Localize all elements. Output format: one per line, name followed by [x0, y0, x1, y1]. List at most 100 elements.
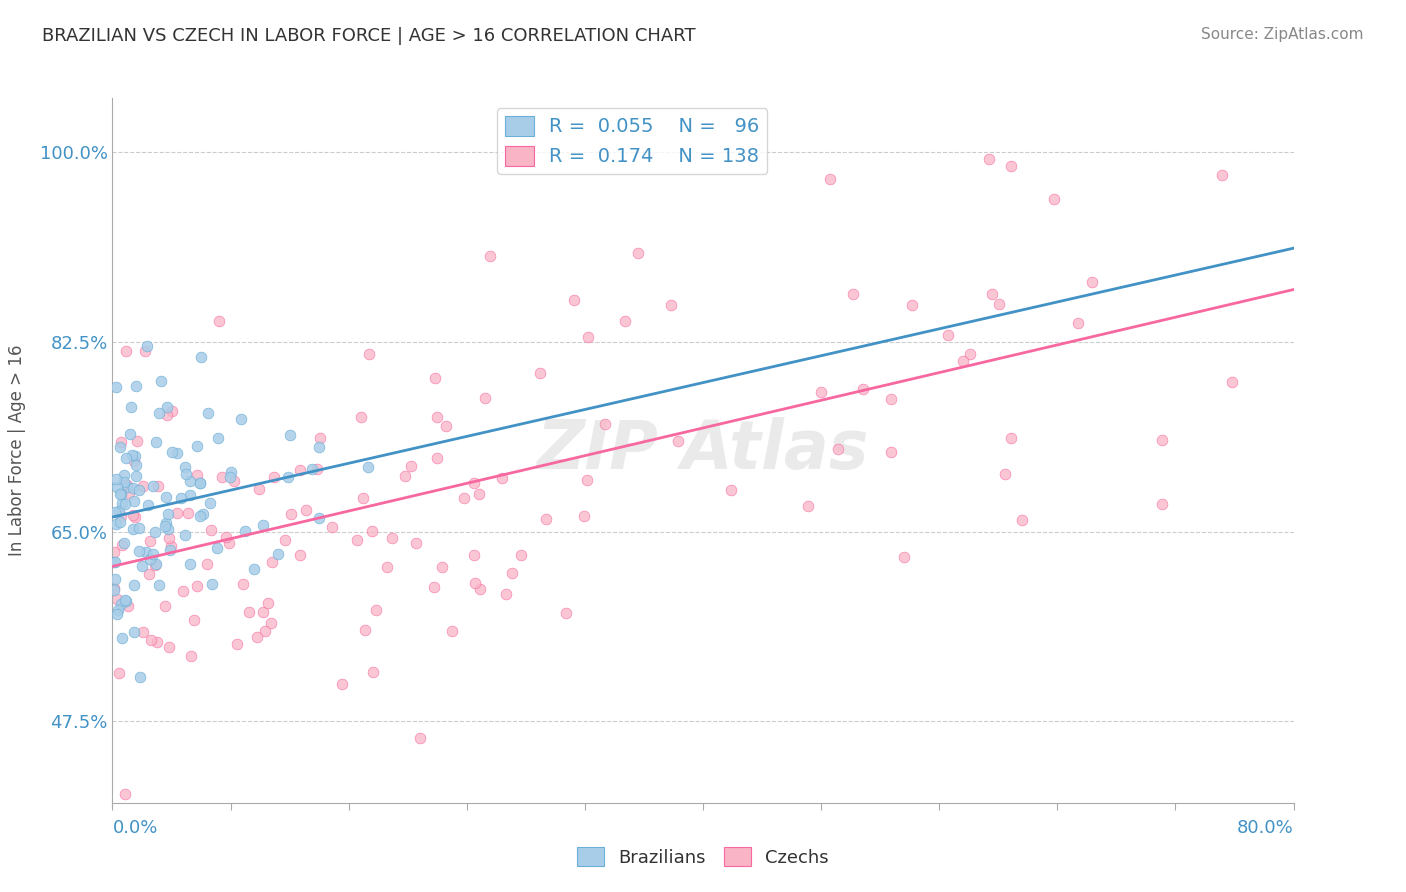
Point: [139, 552, 162, 566]
Point: [186, 439, 208, 453]
Point: [901, 297, 924, 311]
Point: [111, 538, 134, 552]
Point: [124, 578, 146, 592]
Point: [426, 410, 449, 425]
Point: [160, 539, 183, 553]
Point: [166, 506, 188, 520]
Point: [186, 467, 208, 482]
Point: [132, 624, 155, 639]
Point: [796, 499, 818, 513]
Point: [491, 471, 513, 485]
Point: [135, 545, 157, 559]
Point: [108, 515, 131, 529]
Point: [399, 459, 422, 474]
Point: [111, 631, 134, 645]
Point: [280, 507, 302, 521]
Point: [125, 458, 148, 472]
Point: [129, 670, 152, 684]
Point: [361, 524, 384, 539]
Point: [235, 524, 257, 538]
Point: [110, 597, 132, 611]
Point: [188, 508, 211, 523]
Point: [104, 572, 127, 586]
Point: [576, 329, 599, 343]
Point: [394, 469, 416, 483]
Point: [354, 623, 377, 637]
Point: [219, 470, 242, 484]
Point: [321, 520, 343, 534]
Point: [200, 524, 222, 538]
Point: [893, 549, 915, 564]
Point: [105, 472, 128, 486]
Point: [128, 544, 150, 558]
Point: [423, 580, 446, 594]
Point: [124, 449, 146, 463]
Y-axis label: In Labor Force | Age > 16: In Labor Force | Age > 16: [7, 344, 25, 557]
Point: [501, 566, 523, 581]
Point: [349, 409, 371, 424]
Point: [295, 503, 318, 517]
Point: [1081, 275, 1104, 289]
Point: [232, 577, 254, 591]
Point: [179, 475, 201, 489]
Point: [180, 648, 202, 663]
Point: [820, 172, 842, 186]
Point: [430, 559, 453, 574]
Point: [980, 286, 1002, 301]
Point: [190, 350, 212, 364]
Point: [274, 533, 297, 548]
Point: [177, 506, 200, 520]
Point: [238, 605, 260, 619]
Point: [160, 404, 183, 418]
Point: [211, 470, 233, 484]
Point: [288, 463, 311, 477]
Point: [260, 616, 283, 631]
Point: [148, 479, 170, 493]
Point: [357, 460, 380, 475]
Point: [198, 496, 221, 510]
Point: [463, 476, 485, 491]
Point: [112, 475, 135, 490]
Point: [155, 490, 177, 504]
Point: [169, 491, 191, 505]
Point: [127, 434, 149, 449]
Point: [1067, 316, 1090, 330]
Point: [226, 637, 249, 651]
Point: [1152, 433, 1174, 447]
Point: [464, 575, 486, 590]
Point: [103, 545, 125, 559]
Point: [125, 379, 148, 393]
Point: [1000, 431, 1022, 445]
Point: [122, 625, 145, 640]
Point: [155, 516, 177, 530]
Point: [134, 343, 156, 358]
Point: [155, 599, 177, 614]
Point: [666, 434, 689, 448]
Point: [114, 468, 136, 483]
Point: [145, 434, 167, 449]
Point: [1000, 159, 1022, 173]
Point: [108, 440, 131, 454]
Point: [139, 534, 162, 549]
Point: [509, 548, 531, 562]
Point: [827, 442, 849, 457]
Point: [346, 533, 368, 547]
Point: [108, 665, 131, 680]
Point: [936, 328, 959, 343]
Point: [977, 152, 1000, 166]
Point: [120, 426, 142, 441]
Point: [166, 446, 188, 460]
Point: [138, 567, 160, 582]
Point: [364, 603, 387, 617]
Point: [534, 512, 557, 526]
Point: [120, 400, 142, 414]
Point: [131, 479, 153, 493]
Point: [114, 450, 136, 465]
Point: [179, 557, 201, 571]
Point: [1220, 375, 1243, 389]
Point: [841, 286, 863, 301]
Point: [405, 536, 427, 550]
Point: [434, 418, 457, 433]
Point: [479, 249, 502, 263]
Point: [112, 536, 135, 550]
